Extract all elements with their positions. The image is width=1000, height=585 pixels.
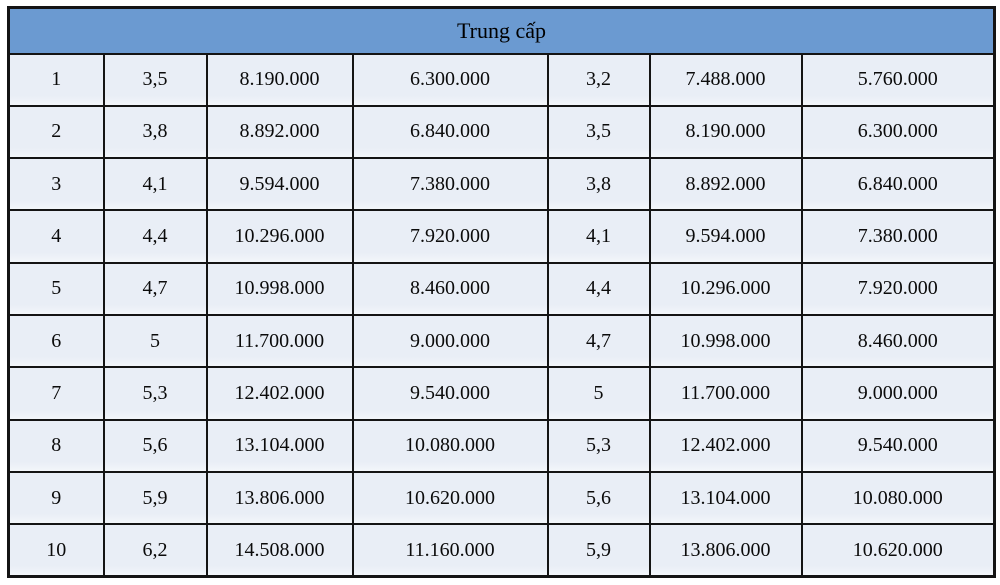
table-cell: 4,1 [102, 157, 208, 212]
table-cell: 12.402.000 [648, 418, 803, 473]
table-cell: 5.760.000 [800, 52, 996, 107]
table-cell: 6.840.000 [351, 104, 549, 160]
table-cell: 1 [7, 52, 105, 107]
table-row: 1 3,5 8.190.000 6.300.000 3,2 7.488.000 5.760.… [7, 52, 996, 107]
table-cell: 6,2 [102, 523, 208, 578]
table-cell: 4,7 [546, 313, 651, 369]
table-cell: 5,3 [102, 366, 208, 421]
table-header-row: Trung cấp [7, 6, 996, 55]
table-row: 3 4,1 9.594.000 7.380.000 3,8 8.892.000 6.840.… [7, 157, 996, 212]
table-cell: 8.460.000 [800, 313, 996, 369]
table-cell: 11.160.000 [351, 523, 549, 578]
table-cell: 3,8 [102, 104, 208, 160]
table-cell: 13.104.000 [205, 418, 354, 473]
table-cell: 5,6 [102, 418, 208, 473]
table-cell: 6 [7, 313, 105, 369]
table-cell: 11.700.000 [205, 313, 354, 369]
table-cell: 8.190.000 [648, 104, 803, 160]
table-cell: 10.080.000 [800, 470, 996, 526]
table-row: 5 4,7 10.998.000 8.460.000 4,4 10.296.000 7.92… [7, 261, 996, 316]
table-row: 9 5,9 13.806.000 10.620.000 5,6 13.104.000 10.… [7, 470, 996, 526]
table-cell: 7.920.000 [351, 209, 549, 264]
table-cell: 14.508.000 [205, 523, 354, 578]
table-cell: 7.380.000 [800, 209, 996, 264]
table-cell: 13.104.000 [648, 470, 803, 526]
table-cell: 3 [7, 157, 105, 212]
table-cell: 10.296.000 [648, 261, 803, 316]
table-cell: 6.300.000 [351, 52, 549, 107]
table-cell: 9 [7, 470, 105, 526]
salary-table: Trung cấp 1 3,5 8.190.000 6.300.000 3,2 7.488… [7, 6, 997, 578]
table-cell: 8 [7, 418, 105, 473]
table-cell: 4,4 [546, 261, 651, 316]
table-cell: 9.000.000 [800, 366, 996, 421]
table-cell: 3,8 [546, 157, 651, 212]
table-cell: 8.892.000 [205, 104, 354, 160]
table-cell: 5 [546, 366, 651, 421]
table-cell: 9.000.000 [351, 313, 549, 369]
table-cell: 9.540.000 [800, 418, 996, 473]
table-cell: 9.540.000 [351, 366, 549, 421]
table-cell: 5 [7, 261, 105, 316]
table-cell: 5,3 [546, 418, 651, 473]
table-cell: 10.296.000 [205, 209, 354, 264]
table-cell: 8.460.000 [351, 261, 549, 316]
table-cell: 11.700.000 [648, 366, 803, 421]
table-cell: 13.806.000 [205, 470, 354, 526]
table-header: Trung cấp [7, 6, 996, 55]
table-cell: 3,2 [546, 52, 651, 107]
table-cell: 12.402.000 [205, 366, 354, 421]
table-row: 2 3,8 8.892.000 6.840.000 3,5 8.190.000 6.300.… [7, 104, 996, 160]
table-cell: 5,6 [546, 470, 651, 526]
table-cell: 4 [7, 209, 105, 264]
table-cell: 10.080.000 [351, 418, 549, 473]
table-cell: 5,9 [546, 523, 651, 578]
table-cell: 6.300.000 [800, 104, 996, 160]
table-cell: 8.892.000 [648, 157, 803, 212]
table-cell: 8.190.000 [205, 52, 354, 107]
table-cell: 7.380.000 [351, 157, 549, 212]
table-cell: 7.920.000 [800, 261, 996, 316]
table-cell: 6.840.000 [800, 157, 996, 212]
table-row: 10 6,2 14.508.000 11.160.000 5,9 13.806.000 10… [7, 523, 996, 578]
table-cell: 10.620.000 [351, 470, 549, 526]
table-cell: 3,5 [102, 52, 208, 107]
table-cell: 4,4 [102, 209, 208, 264]
table-body: 1 3,5 8.190.000 6.300.000 3,2 7.488.000 5.760.… [7, 52, 996, 578]
table-cell: 7.488.000 [648, 52, 803, 107]
table-cell: 5 [102, 313, 208, 369]
table-cell: 2 [7, 104, 105, 160]
table-cell: 4,1 [546, 209, 651, 264]
table-cell: 9.594.000 [648, 209, 803, 264]
table-cell: 10.620.000 [800, 523, 996, 578]
table-cell: 5,9 [102, 470, 208, 526]
table-cell: 3,5 [546, 104, 651, 160]
table-row: 6 5 11.700.000 9.000.000 4,7 10.998.000 8.460.… [7, 313, 996, 369]
table-cell: 10 [7, 523, 105, 578]
table-cell: 9.594.000 [205, 157, 354, 212]
table-cell: 10.998.000 [205, 261, 354, 316]
table-row: 8 5,6 13.104.000 10.080.000 5,3 12.402.000 9.5… [7, 418, 996, 473]
table-cell: 13.806.000 [648, 523, 803, 578]
table-row: 4 4,4 10.296.000 7.920.000 4,1 9.594.000 7.380… [7, 209, 996, 264]
table-row: 7 5,3 12.402.000 9.540.000 5 11.700.000 9.000.… [7, 366, 996, 421]
table-title: Trung cấp [7, 6, 996, 55]
table-cell: 4,7 [102, 261, 208, 316]
table-cell: 10.998.000 [648, 313, 803, 369]
table-cell: 7 [7, 366, 105, 421]
